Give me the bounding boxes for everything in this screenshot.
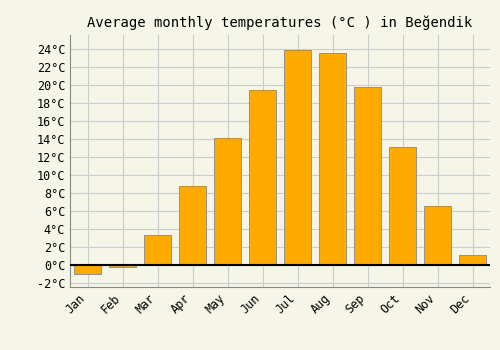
Bar <box>284 50 310 265</box>
Bar <box>144 235 171 265</box>
Bar <box>74 265 101 273</box>
Bar <box>424 206 450 265</box>
Bar <box>110 265 136 267</box>
Bar <box>390 147 415 265</box>
Bar <box>250 90 276 265</box>
Bar <box>354 87 380 265</box>
Bar <box>320 53 345 265</box>
Bar <box>214 138 240 265</box>
Title: Average monthly temperatures (°C ) in Beğendik: Average monthly temperatures (°C ) in Be… <box>88 15 472 30</box>
Bar <box>460 254 485 265</box>
Bar <box>180 186 206 265</box>
